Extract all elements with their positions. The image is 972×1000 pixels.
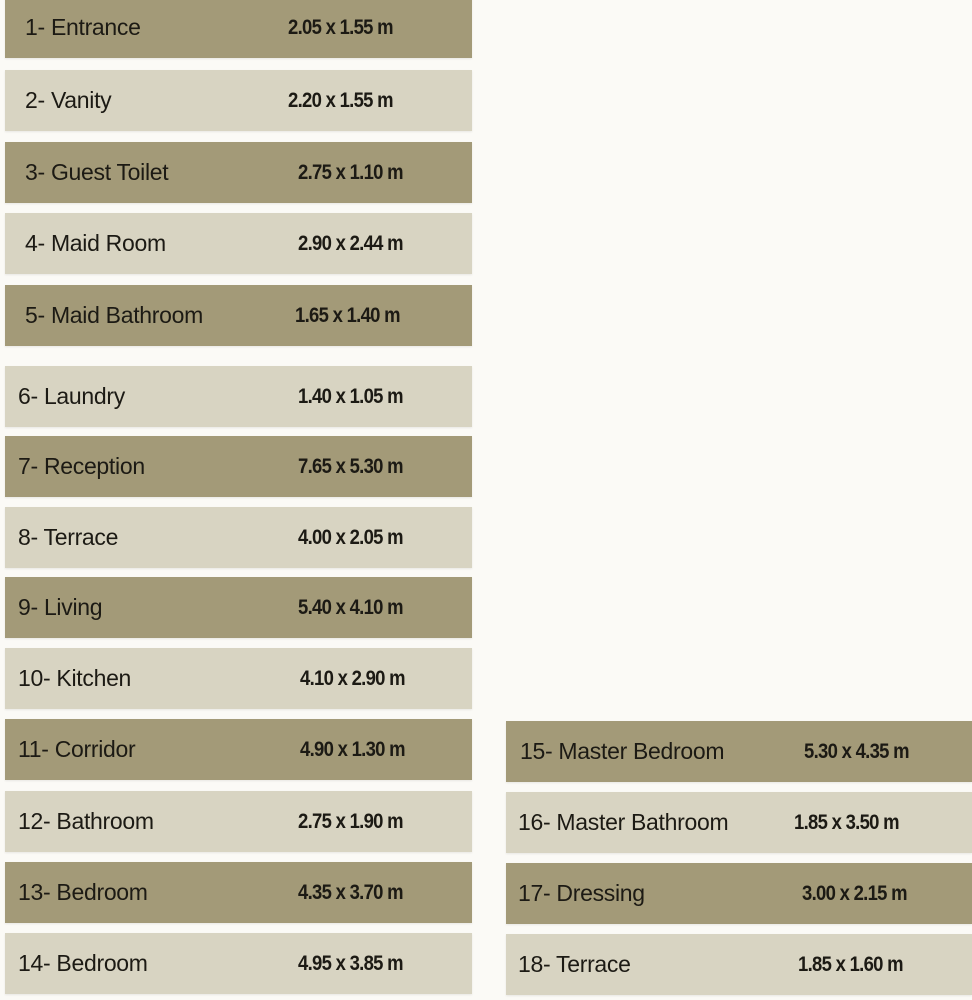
room-row: 15- Master Bedroom 5.30 x 4.35 m bbox=[506, 721, 972, 782]
room-name: 11- Corridor bbox=[18, 736, 136, 762]
room-row: 1- Entrance 2.05 x 1.55 m bbox=[5, 0, 472, 58]
room-dimensions: 2.75 x 1.10 m bbox=[298, 160, 404, 184]
room-dimensions: 1.65 x 1.40 m bbox=[295, 303, 401, 327]
room-name: 2- Vanity bbox=[25, 87, 112, 113]
room-dimensions: 1.85 x 3.50 m bbox=[794, 810, 900, 834]
room-dimensions: 4.90 x 1.30 m bbox=[300, 737, 406, 761]
room-name: 8- Terrace bbox=[18, 524, 119, 550]
room-dimensions: 5.40 x 4.10 m bbox=[298, 595, 404, 619]
room-dimensions: 5.30 x 4.35 m bbox=[804, 739, 910, 763]
room-name: 9- Living bbox=[18, 594, 103, 620]
room-name: 6- Laundry bbox=[18, 383, 125, 409]
room-row: 3- Guest Toilet 2.75 x 1.10 m bbox=[5, 142, 472, 203]
room-dimensions: 2.05 x 1.55 m bbox=[288, 15, 394, 39]
room-row: 6- Laundry 1.40 x 1.05 m bbox=[5, 366, 472, 427]
room-name: 7- Reception bbox=[18, 453, 145, 479]
room-dimensions: 2.90 x 2.44 m bbox=[298, 231, 404, 255]
room-name: 1- Entrance bbox=[25, 14, 141, 40]
room-name: 18- Terrace bbox=[518, 951, 631, 977]
room-row: 14- Bedroom 4.95 x 3.85 m bbox=[5, 933, 472, 994]
room-dimensions: 2.20 x 1.55 m bbox=[288, 88, 394, 112]
room-name: 3- Guest Toilet bbox=[25, 159, 169, 185]
room-dimensions: 3.00 x 2.15 m bbox=[802, 881, 908, 905]
room-row: 17- Dressing 3.00 x 2.15 m bbox=[506, 863, 972, 924]
room-row: 12- Bathroom 2.75 x 1.90 m bbox=[5, 791, 472, 852]
room-dimensions: 4.95 x 3.85 m bbox=[298, 951, 404, 975]
room-dimensions: 4.00 x 2.05 m bbox=[298, 525, 404, 549]
room-row: 7- Reception 7.65 x 5.30 m bbox=[5, 436, 472, 497]
room-dimensions: 4.35 x 3.70 m bbox=[298, 880, 404, 904]
room-row: 16- Master Bathroom 1.85 x 3.50 m bbox=[506, 792, 972, 853]
room-name: 12- Bathroom bbox=[18, 808, 154, 834]
room-dimensions: 1.85 x 1.60 m bbox=[798, 952, 904, 976]
room-name: 5- Maid Bathroom bbox=[25, 302, 203, 328]
room-row: 10- Kitchen 4.10 x 2.90 m bbox=[5, 648, 472, 709]
room-row: 13- Bedroom 4.35 x 3.70 m bbox=[5, 862, 472, 923]
room-row: 2- Vanity 2.20 x 1.55 m bbox=[5, 70, 472, 131]
room-name: 17- Dressing bbox=[518, 880, 645, 906]
room-row: 11- Corridor 4.90 x 1.30 m bbox=[5, 719, 472, 780]
room-row: 9- Living 5.40 x 4.10 m bbox=[5, 577, 472, 638]
room-dimensions: 1.40 x 1.05 m bbox=[298, 384, 404, 408]
room-dimensions: 4.10 x 2.90 m bbox=[300, 666, 406, 690]
room-name: 10- Kitchen bbox=[18, 665, 132, 691]
room-dimensions: 2.75 x 1.90 m bbox=[298, 809, 404, 833]
room-name: 16- Master Bathroom bbox=[518, 809, 729, 835]
room-name: 13- Bedroom bbox=[18, 879, 148, 905]
room-name: 4- Maid Room bbox=[25, 230, 166, 256]
room-name: 15- Master Bedroom bbox=[520, 738, 725, 764]
room-name: 14- Bedroom bbox=[18, 950, 148, 976]
room-row: 18- Terrace 1.85 x 1.60 m bbox=[506, 934, 972, 995]
room-row: 5- Maid Bathroom 1.65 x 1.40 m bbox=[5, 285, 472, 346]
room-row: 8- Terrace 4.00 x 2.05 m bbox=[5, 507, 472, 568]
room-row: 4- Maid Room 2.90 x 2.44 m bbox=[5, 213, 472, 274]
room-dimensions: 7.65 x 5.30 m bbox=[298, 454, 404, 478]
